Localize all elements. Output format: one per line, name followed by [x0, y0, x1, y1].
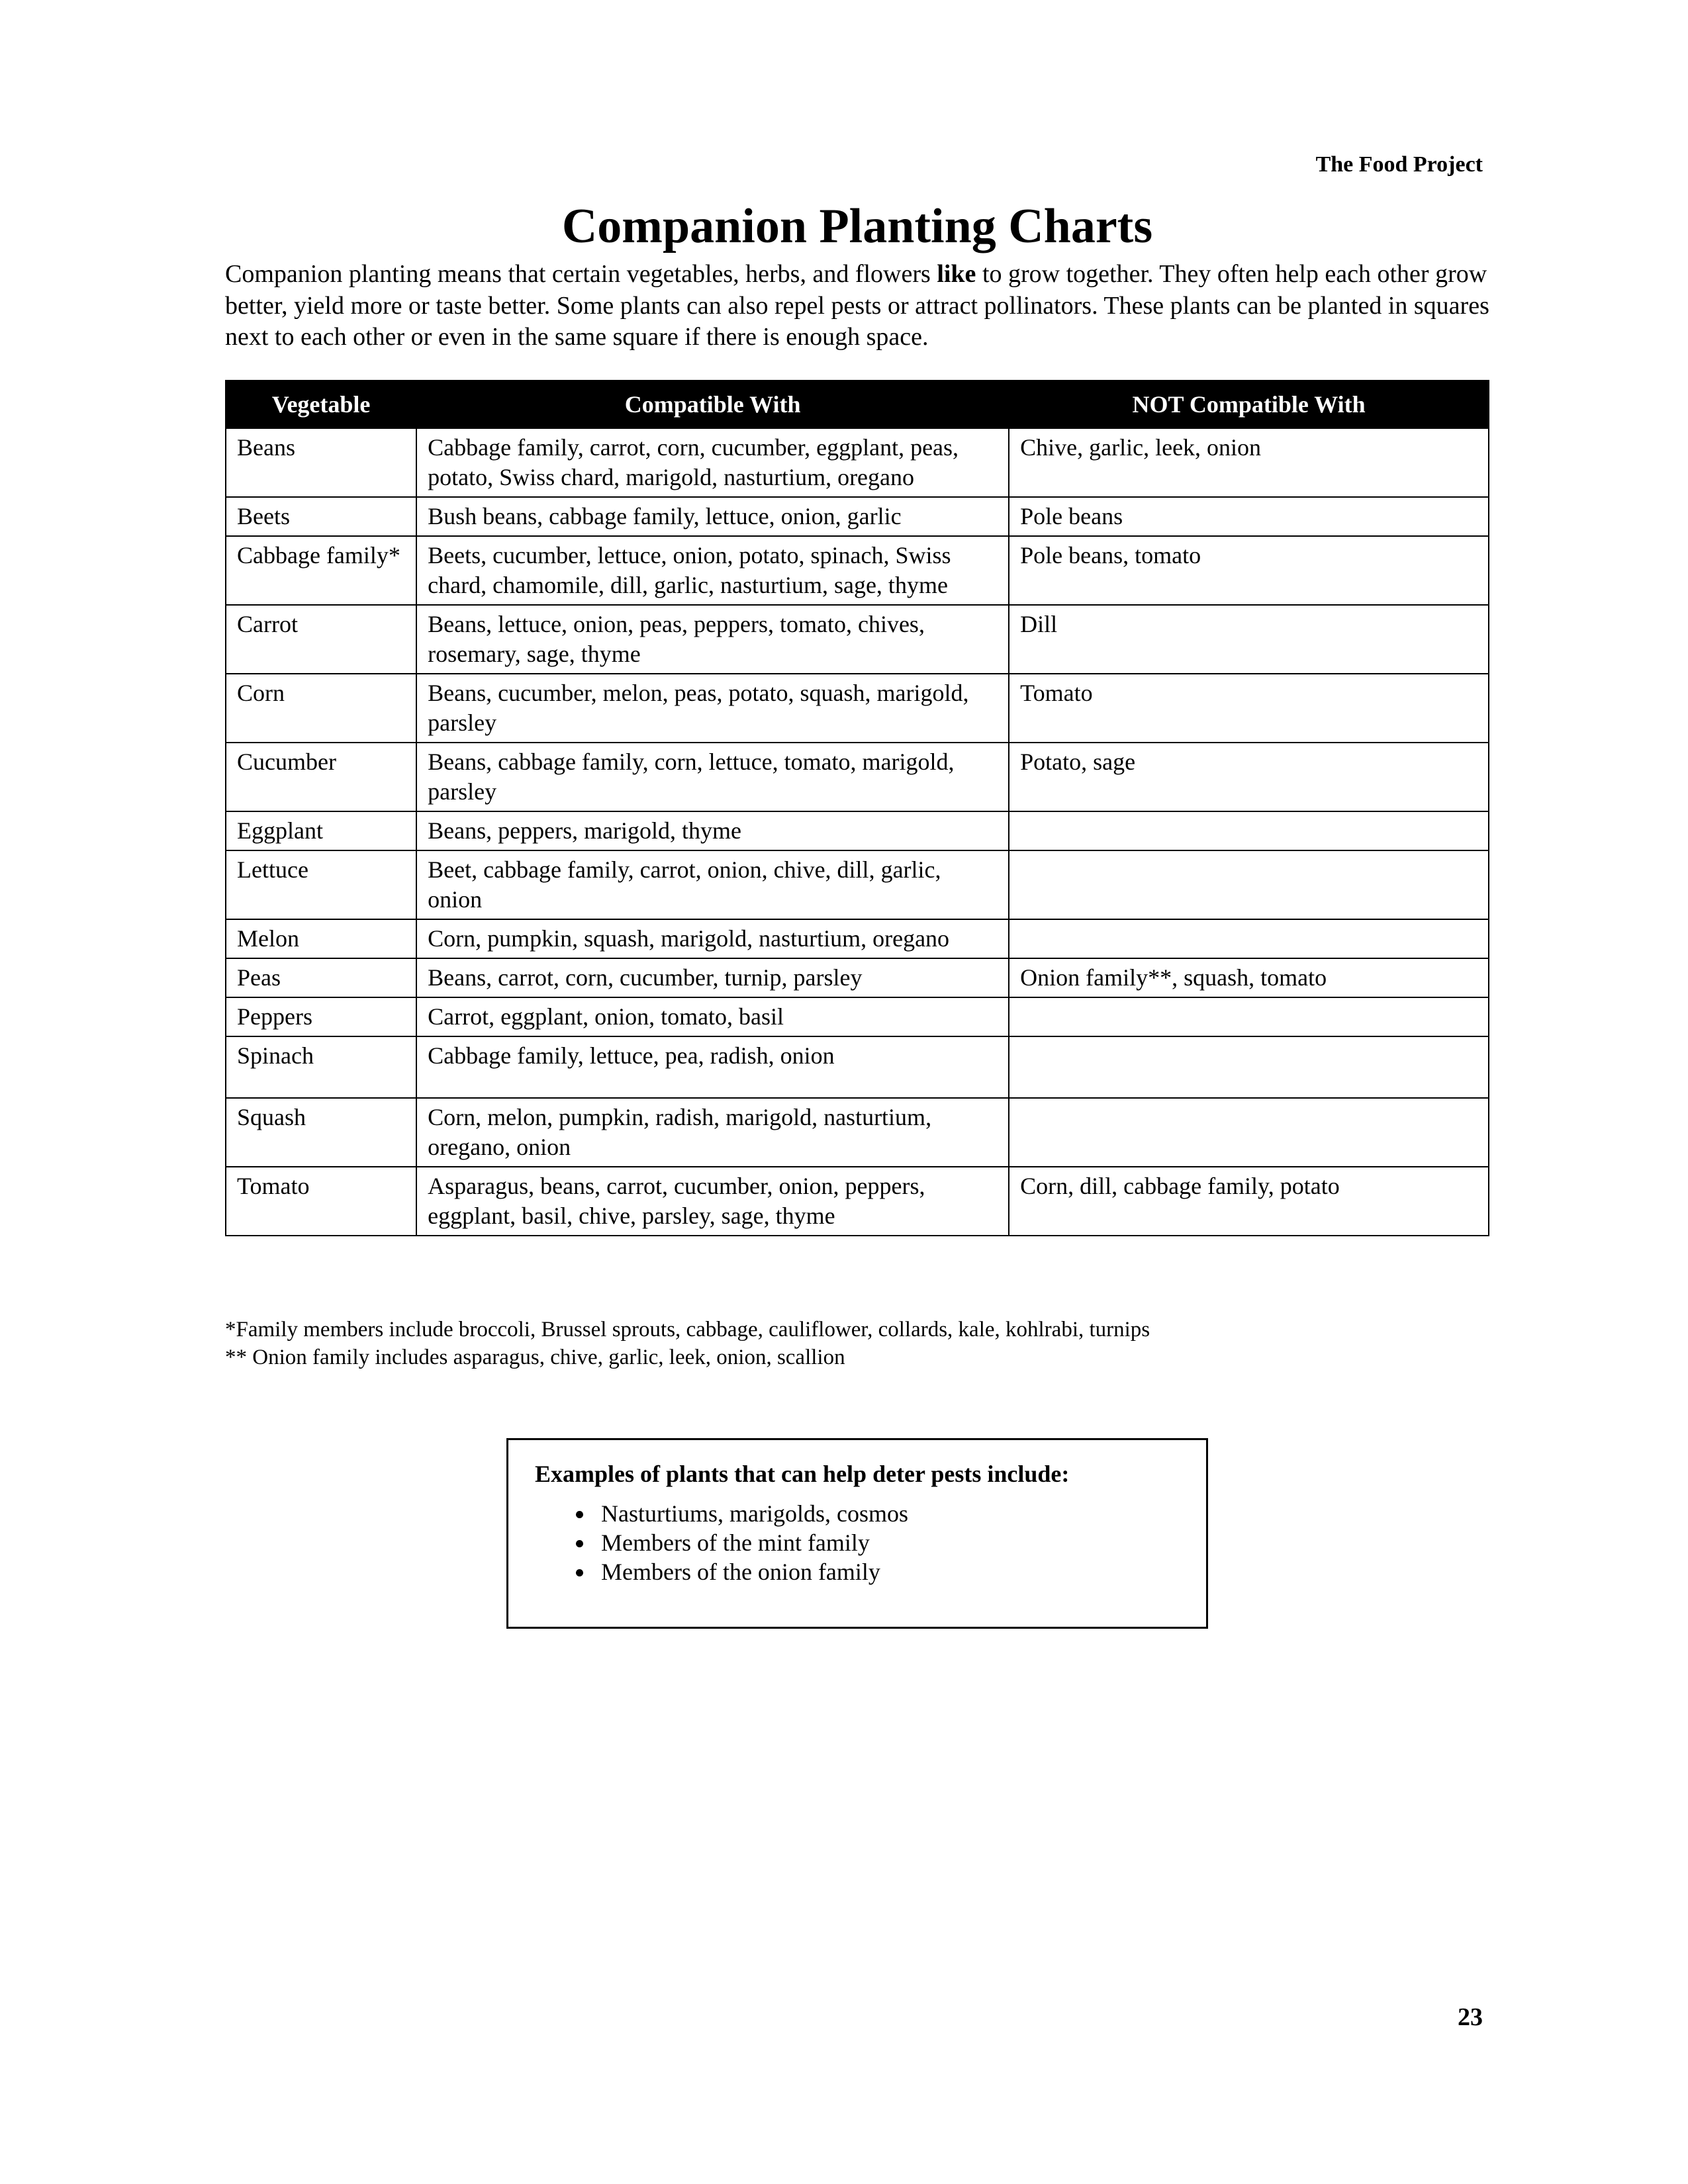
- cell-vegetable: Peppers: [226, 997, 416, 1036]
- table-row: MelonCorn, pumpkin, squash, marigold, na…: [226, 919, 1489, 958]
- footnote-1: *Family members include broccoli, Brusse…: [225, 1316, 1489, 1344]
- table-row: CornBeans, cucumber, melon, peas, potato…: [226, 674, 1489, 743]
- page-number: 23: [1458, 2003, 1483, 2032]
- cell-not-compatible: Pole beans: [1009, 497, 1489, 536]
- cell-vegetable: Beans: [226, 428, 416, 497]
- table-row: LettuceBeet, cabbage family, carrot, oni…: [226, 850, 1489, 919]
- cell-not-compatible: [1009, 997, 1489, 1036]
- cell-compatible: Beets, cucumber, lettuce, onion, potato,…: [416, 536, 1009, 605]
- cell-compatible: Asparagus, beans, carrot, cucumber, onio…: [416, 1167, 1009, 1236]
- table-row: Cabbage family*Beets, cucumber, lettuce,…: [226, 536, 1489, 605]
- cell-vegetable: Squash: [226, 1098, 416, 1167]
- cell-compatible: Cabbage family, carrot, corn, cucumber, …: [416, 428, 1009, 497]
- cell-not-compatible: Potato, sage: [1009, 743, 1489, 811]
- table-row: SpinachCabbage family, lettuce, pea, rad…: [226, 1036, 1489, 1098]
- companion-table: Vegetable Compatible With NOT Compatible…: [225, 380, 1489, 1236]
- header-org: The Food Project: [1316, 152, 1483, 177]
- col-not-compatible: NOT Compatible With: [1009, 381, 1489, 428]
- page: The Food Project Companion Planting Char…: [0, 0, 1688, 2184]
- table-row: BeansCabbage family, carrot, corn, cucum…: [226, 428, 1489, 497]
- table-row: TomatoAsparagus, beans, carrot, cucumber…: [226, 1167, 1489, 1236]
- table-row: CarrotBeans, lettuce, onion, peas, peppe…: [226, 605, 1489, 674]
- cell-not-compatible: Onion family**, squash, tomato: [1009, 958, 1489, 997]
- table-row: CucumberBeans, cabbage family, corn, let…: [226, 743, 1489, 811]
- cell-vegetable: Eggplant: [226, 811, 416, 850]
- cell-vegetable: Peas: [226, 958, 416, 997]
- footnotes: *Family members include broccoli, Brusse…: [225, 1316, 1489, 1373]
- table-body: BeansCabbage family, carrot, corn, cucum…: [226, 428, 1489, 1236]
- cell-compatible: Bush beans, cabbage family, lettuce, oni…: [416, 497, 1009, 536]
- cell-vegetable: Spinach: [226, 1036, 416, 1098]
- cell-compatible: Beans, lettuce, onion, peas, peppers, to…: [416, 605, 1009, 674]
- cell-not-compatible: [1009, 811, 1489, 850]
- cell-vegetable: Carrot: [226, 605, 416, 674]
- col-vegetable: Vegetable: [226, 381, 416, 428]
- cell-not-compatible: Pole beans, tomato: [1009, 536, 1489, 605]
- deter-item: Nasturtiums, marigolds, cosmos: [594, 1500, 1180, 1527]
- cell-not-compatible: [1009, 1036, 1489, 1098]
- cell-vegetable: Melon: [226, 919, 416, 958]
- cell-vegetable: Cabbage family*: [226, 536, 416, 605]
- deter-item: Members of the mint family: [594, 1529, 1180, 1557]
- table-row: PeasBeans, carrot, corn, cucumber, turni…: [226, 958, 1489, 997]
- deter-box-title: Examples of plants that can help deter p…: [535, 1460, 1180, 1488]
- deter-box-list: Nasturtiums, marigolds, cosmos Members o…: [594, 1500, 1180, 1586]
- cell-compatible: Corn, melon, pumpkin, radish, marigold, …: [416, 1098, 1009, 1167]
- cell-vegetable: Corn: [226, 674, 416, 743]
- intro-paragraph: Companion planting means that certain ve…: [225, 259, 1489, 353]
- cell-vegetable: Cucumber: [226, 743, 416, 811]
- table-header-row: Vegetable Compatible With NOT Compatible…: [226, 381, 1489, 428]
- cell-compatible: Beans, peppers, marigold, thyme: [416, 811, 1009, 850]
- cell-compatible: Beans, carrot, corn, cucumber, turnip, p…: [416, 958, 1009, 997]
- cell-not-compatible: Corn, dill, cabbage family, potato: [1009, 1167, 1489, 1236]
- cell-compatible: Beans, cabbage family, corn, lettuce, to…: [416, 743, 1009, 811]
- cell-compatible: Beans, cucumber, melon, peas, potato, sq…: [416, 674, 1009, 743]
- cell-vegetable: Lettuce: [226, 850, 416, 919]
- cell-not-compatible: [1009, 1098, 1489, 1167]
- deter-item: Members of the onion family: [594, 1558, 1180, 1586]
- cell-not-compatible: Tomato: [1009, 674, 1489, 743]
- cell-not-compatible: Dill: [1009, 605, 1489, 674]
- cell-vegetable: Beets: [226, 497, 416, 536]
- cell-not-compatible: [1009, 919, 1489, 958]
- table-row: BeetsBush beans, cabbage family, lettuce…: [226, 497, 1489, 536]
- cell-compatible: Carrot, eggplant, onion, tomato, basil: [416, 997, 1009, 1036]
- cell-compatible: Corn, pumpkin, squash, marigold, nasturt…: [416, 919, 1009, 958]
- cell-not-compatible: Chive, garlic, leek, onion: [1009, 428, 1489, 497]
- cell-not-compatible: [1009, 850, 1489, 919]
- col-compatible: Compatible With: [416, 381, 1009, 428]
- page-title: Companion Planting Charts: [225, 199, 1489, 255]
- table-row: SquashCorn, melon, pumpkin, radish, mari…: [226, 1098, 1489, 1167]
- table-row: EggplantBeans, peppers, marigold, thyme: [226, 811, 1489, 850]
- deter-pests-box: Examples of plants that can help deter p…: [506, 1438, 1208, 1629]
- cell-vegetable: Tomato: [226, 1167, 416, 1236]
- cell-compatible: Beet, cabbage family, carrot, onion, chi…: [416, 850, 1009, 919]
- footnote-2: ** Onion family includes asparagus, chiv…: [225, 1343, 1489, 1372]
- cell-compatible: Cabbage family, lettuce, pea, radish, on…: [416, 1036, 1009, 1098]
- table-row: PeppersCarrot, eggplant, onion, tomato, …: [226, 997, 1489, 1036]
